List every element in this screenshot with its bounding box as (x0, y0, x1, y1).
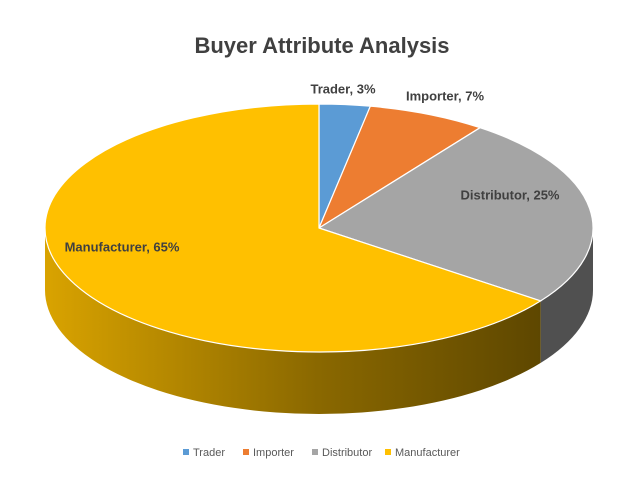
legend-swatch (385, 449, 391, 455)
legend-swatch (243, 449, 249, 455)
slice-side (45, 228, 541, 414)
legend-swatch (183, 449, 189, 455)
slice (44, 103, 543, 353)
data-label: Distributor, 25% (461, 187, 560, 202)
chart-title: Buyer Attribute Analysis (194, 33, 449, 58)
data-label: Trader, 3% (310, 81, 375, 96)
legend-label: Importer (253, 447, 294, 459)
slice (317, 105, 482, 230)
legend-label: Distributor (322, 447, 372, 459)
data-label: Manufacturer, 65% (65, 239, 180, 254)
slice-side (540, 228, 593, 363)
legend-label: Trader (193, 447, 225, 459)
slice (317, 127, 594, 302)
data-label: Importer, 7% (406, 88, 484, 103)
legend-label: Manufacturer (395, 447, 460, 459)
legend-swatch (312, 449, 318, 455)
